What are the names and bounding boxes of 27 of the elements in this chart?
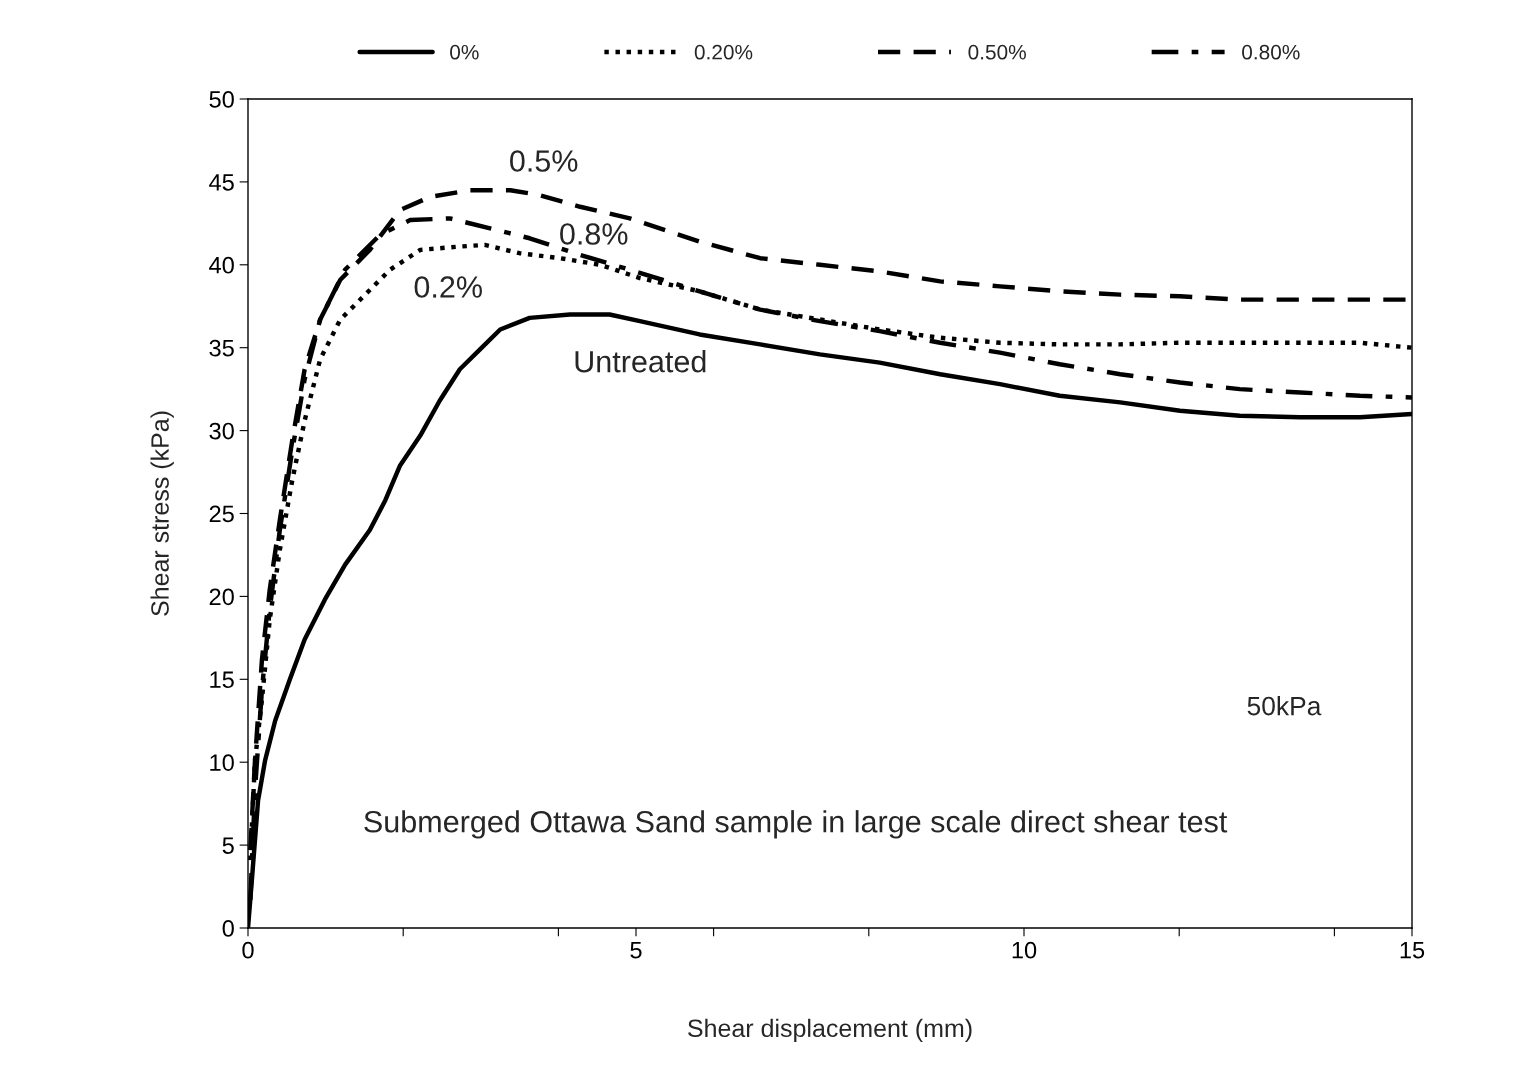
legend-label: 0.50% (968, 44, 1026, 60)
y-tick-label: 45 (209, 174, 234, 191)
x-tick-label: 10 (1012, 941, 1037, 959)
y-tick-label: 35 (209, 339, 234, 357)
y-tick-label: 40 (209, 256, 234, 274)
annotation: Submerged Ottawa Sand sample in large scale direct shear test (364, 810, 1228, 839)
y-tick-label: 30 (209, 422, 234, 440)
y-tick-label: 20 (209, 588, 234, 606)
y-axis-title: Shear stress (kPa) (150, 411, 174, 616)
y-tick-label: 10 (210, 754, 234, 771)
y-tick-label: 50 (209, 91, 234, 108)
annotation: Untreated (575, 350, 706, 373)
x-tick-label: 0 (242, 941, 254, 959)
annotation: 50kPa (1247, 696, 1322, 716)
x-axis-title: Shear displacement (mm) (688, 1018, 972, 1043)
y-tick-label: 5 (222, 837, 234, 854)
legend-label: 0.20% (694, 44, 753, 60)
legend-label: 0% (450, 44, 479, 60)
y-tick-label: 15 (210, 671, 234, 689)
annotation: 0.8% (560, 223, 628, 245)
x-tick-label: 15 (1400, 942, 1425, 959)
annotation: 0.5% (510, 150, 578, 172)
annotation: 0.2% (414, 276, 482, 298)
y-tick-label: 0 (222, 920, 234, 937)
legend-label: 0.80% (1242, 44, 1300, 60)
y-tick-label: 25 (209, 505, 234, 523)
x-tick-label: 5 (630, 942, 642, 959)
